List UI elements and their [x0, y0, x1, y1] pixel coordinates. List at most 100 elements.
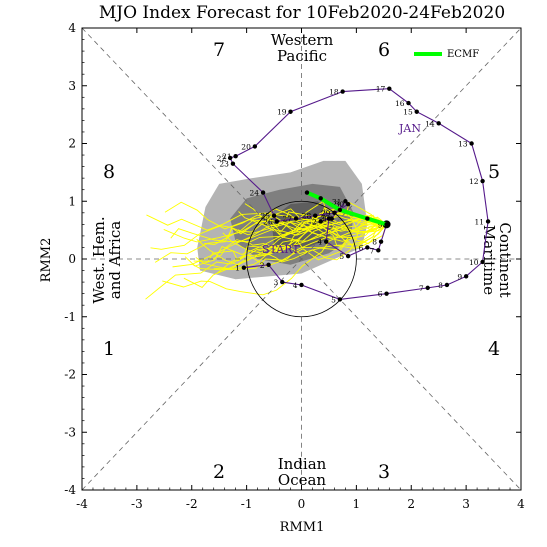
observed-point — [318, 219, 323, 224]
observed-point — [485, 219, 491, 224]
observed-point — [469, 141, 474, 146]
region-label-western: Western — [271, 31, 334, 49]
observed-point — [293, 216, 299, 221]
observed-day-label: 28 — [302, 212, 312, 221]
observed-point — [337, 297, 343, 302]
observed-day-label: 3 — [274, 278, 279, 287]
observed-day-label: 30 — [335, 200, 345, 209]
observed-point — [227, 155, 233, 161]
x-tick-label: 1 — [353, 497, 361, 511]
observed-point — [345, 201, 351, 207]
unit-circle — [246, 200, 357, 318]
region-label-west-hem: West. Hem. — [90, 216, 108, 303]
observed-point — [480, 259, 485, 265]
observed-day-label: 6 — [359, 243, 364, 252]
observed-point — [271, 213, 277, 218]
observed-day-label: 5 — [339, 252, 344, 261]
y-axis-label: RMM2 — [39, 238, 54, 283]
observed-day-label: 8 — [438, 281, 443, 290]
x-tick-label: 4 — [517, 497, 525, 511]
y-tick-label: -4 — [64, 483, 76, 497]
observed-day-label: 6 — [378, 290, 383, 299]
region-label-maritime: Maritime — [480, 225, 498, 295]
diagonal-guide — [81, 27, 522, 491]
observed-day-label: 5 — [331, 295, 336, 304]
forecast-point — [304, 190, 310, 195]
observed-day-label: 12 — [469, 177, 479, 186]
ensemble-member-line — [222, 216, 387, 263]
chart-title: MJO Index Forecast for 10Feb2020-24Feb20… — [99, 3, 505, 23]
observed-point — [230, 161, 236, 166]
phase-number-3: 3 — [378, 461, 390, 483]
observed-day-label: 20 — [241, 142, 251, 151]
phase-number-6: 6 — [378, 39, 390, 61]
observed-day-label: 15 — [403, 108, 413, 117]
observed-day-label: 4 — [317, 238, 322, 247]
y-tick-label: 4 — [68, 21, 76, 35]
start-label: START — [262, 243, 300, 256]
observed-day-label: 9 — [457, 272, 462, 281]
observed-day-label: 2 — [312, 217, 317, 226]
x-tick-label: 0 — [298, 497, 306, 511]
phase-guides — [81, 27, 522, 491]
ensemble-member-line — [172, 211, 387, 268]
ensemble-member-line — [145, 223, 387, 300]
observed-point — [414, 109, 419, 114]
observed-day-label: 18 — [329, 88, 339, 97]
observed-day-label: 26 — [263, 217, 273, 226]
observed-day-label: 21 — [222, 152, 232, 161]
y-tick-label: -2 — [64, 368, 76, 382]
forecast-track — [304, 190, 389, 227]
observed-day-label: 31 — [332, 197, 342, 206]
observed-day-label: 9 — [378, 220, 383, 229]
x-axis-label: RMM1 — [280, 520, 325, 535]
observed-point — [378, 239, 384, 244]
phase-number-4: 4 — [488, 338, 500, 360]
ensemble-member-line — [257, 216, 387, 254]
region-label-indian: Indian — [278, 455, 327, 473]
y-tick-label: 3 — [68, 79, 76, 93]
forecast-point — [318, 196, 323, 201]
observed-point — [425, 285, 430, 291]
ensemble-member-line — [195, 224, 387, 270]
observed-point — [260, 190, 266, 195]
observed-point — [384, 291, 389, 296]
x-tick-label: 3 — [462, 497, 470, 511]
observed-day-label: 16 — [395, 99, 405, 108]
observed-point — [326, 216, 332, 221]
phase-number-2: 2 — [213, 461, 225, 483]
x-tick-label: 2 — [407, 497, 415, 511]
observed-day-label: 3 — [320, 215, 325, 224]
observed-day-label: 7 — [370, 246, 375, 255]
observed-day-label: 22 — [217, 154, 227, 163]
ensemble-spread — [197, 160, 368, 280]
phase-number-1: 1 — [103, 338, 115, 360]
forecast-point — [337, 207, 343, 213]
ensemble-member-line — [196, 223, 387, 267]
observed-point — [233, 154, 238, 159]
forecast-point — [365, 216, 370, 221]
x-tick-label: -3 — [131, 497, 143, 511]
observed-day-label: 11 — [475, 217, 485, 226]
y-tick-label: -1 — [64, 310, 76, 324]
observed-day-label: 4 — [293, 281, 298, 290]
observed-day-label: 19 — [277, 108, 287, 117]
observed-day-label: 27 — [282, 215, 292, 224]
observed-point — [252, 144, 258, 149]
observed-point — [480, 178, 485, 184]
observed-line — [229, 88, 489, 300]
legend-label: ECMF — [447, 49, 479, 60]
y-tick-label: 0 — [68, 252, 76, 266]
observed-point — [299, 282, 304, 288]
observed-point — [365, 245, 370, 250]
observed-day-label: 25 — [261, 212, 271, 221]
observed-point — [387, 86, 392, 91]
observed-day-label: 29 — [321, 209, 331, 218]
region-label-continent: Continent — [496, 222, 514, 297]
region-label-ocean: Ocean — [278, 471, 327, 489]
observed-day-label: 2 — [260, 261, 265, 270]
x-tick-label: -4 — [76, 497, 88, 511]
ensemble-member-line — [146, 212, 387, 234]
